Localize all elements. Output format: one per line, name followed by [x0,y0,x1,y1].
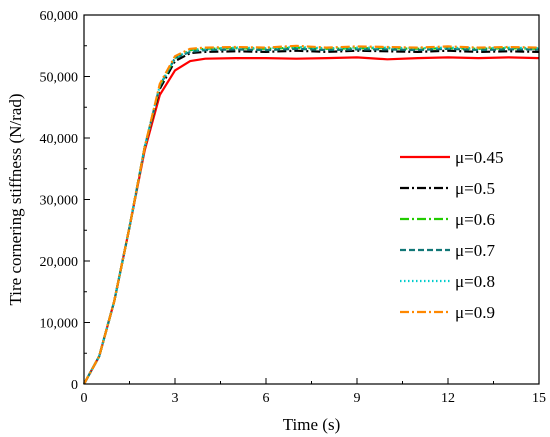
legend-label: μ=0.8 [455,272,495,291]
legend-label: μ=0.6 [455,210,495,229]
x-tick-label: 12 [441,391,455,406]
x-tick-label: 15 [532,391,546,406]
y-tick-label: 50,000 [40,71,79,86]
legend-label: μ=0.9 [455,303,495,322]
x-axis-label: Time (s) [283,415,340,434]
legend-label: μ=0.5 [455,179,495,198]
x-tick-label: 3 [172,391,179,406]
y-tick-label: 20,000 [40,255,79,270]
y-tick-label: 60,000 [40,9,79,24]
legend-label: μ=0.7 [455,241,495,260]
plot-frame [83,14,540,385]
x-tick-label: 0 [81,391,88,406]
x-tick-label: 6 [263,391,270,406]
y-axis-label: Tire cornering stiffness (N/rad) [6,94,25,306]
y-tick-label: 10,000 [40,317,79,332]
series-line-6 [83,44,540,385]
legend: μ=0.45 μ=0.5 μ=0.6 μ=0.7 μ=0.8 μ=0.9 [400,148,503,322]
series-line-4 [83,47,539,385]
y-tick-label: 0 [71,378,78,393]
y-tick-label: 30,000 [40,194,79,209]
legend-label: μ=0.45 [455,148,503,167]
y-tick-label: 40,000 [40,132,79,147]
x-tick-label: 9 [354,391,361,406]
ticks-layer: 0 3 6 9 12 15 0 10,000 20,000 30,000 40,000 50,000 6… [40,9,547,406]
series-layer [83,44,540,385]
